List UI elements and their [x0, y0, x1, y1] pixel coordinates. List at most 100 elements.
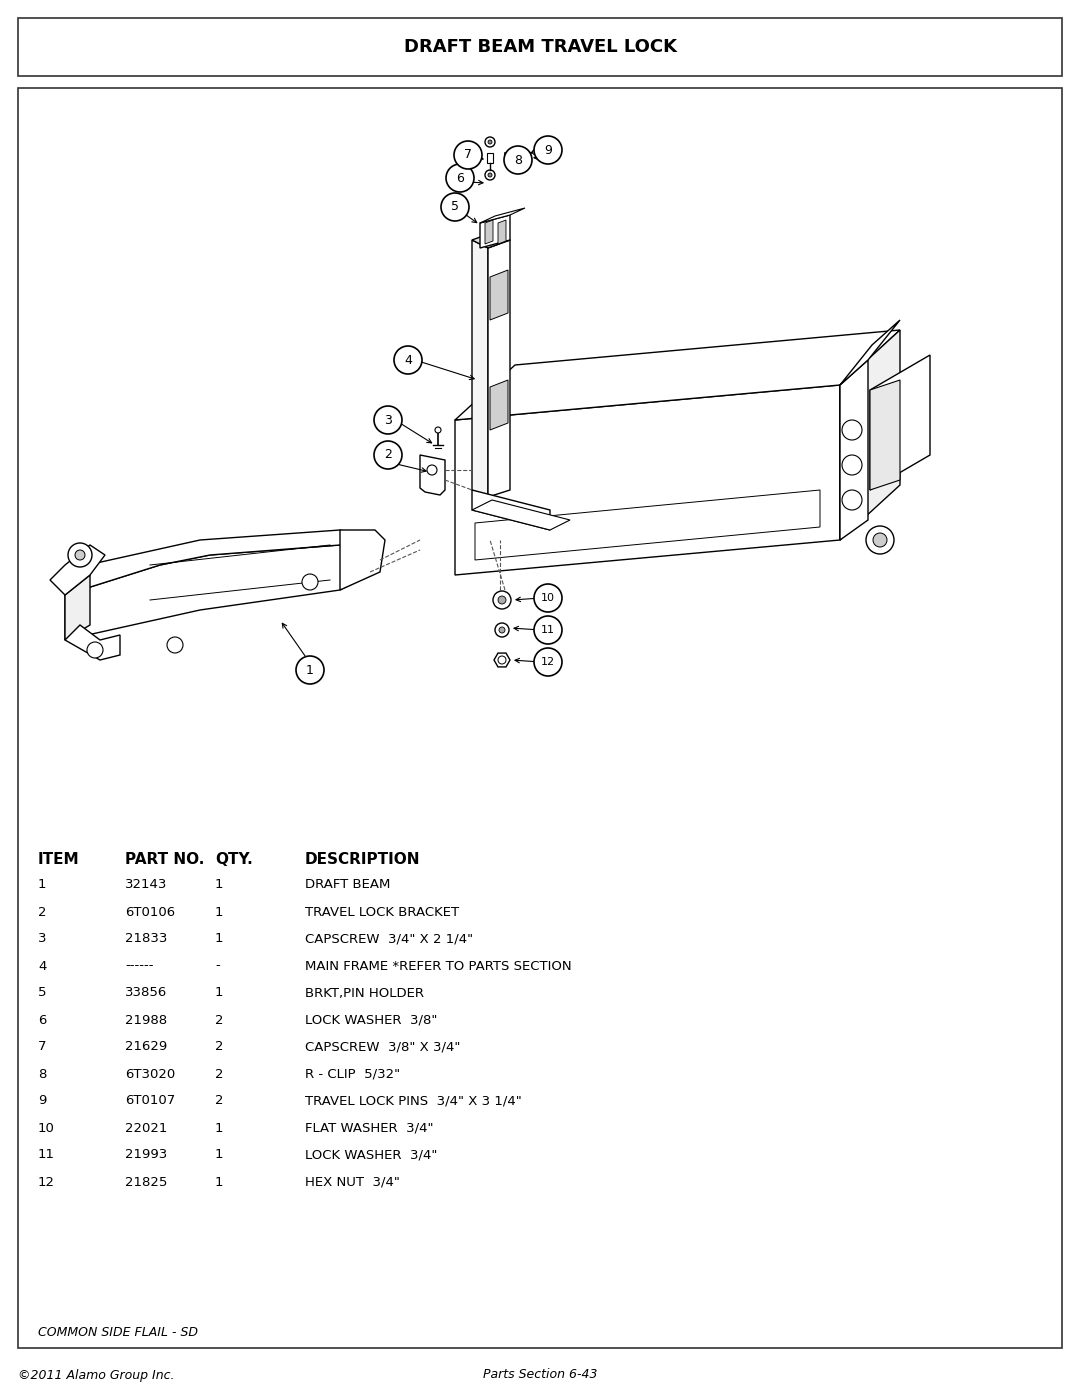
Polygon shape: [870, 380, 900, 490]
Text: 6: 6: [38, 1013, 46, 1027]
Polygon shape: [472, 232, 510, 249]
Text: 5: 5: [451, 201, 459, 214]
Circle shape: [374, 407, 402, 434]
Text: 6T0107: 6T0107: [125, 1094, 175, 1108]
Circle shape: [534, 584, 562, 612]
Circle shape: [441, 193, 469, 221]
Text: 21988: 21988: [125, 1013, 167, 1027]
Text: LOCK WASHER  3/4": LOCK WASHER 3/4": [305, 1148, 437, 1161]
Polygon shape: [870, 355, 930, 490]
Text: 8: 8: [514, 154, 522, 166]
Circle shape: [504, 147, 532, 175]
Text: 5: 5: [38, 986, 46, 999]
Text: Parts Section 6-43: Parts Section 6-43: [483, 1369, 597, 1382]
Circle shape: [842, 420, 862, 440]
Circle shape: [532, 149, 538, 155]
Text: HEX NUT  3/4": HEX NUT 3/4": [305, 1175, 400, 1189]
Text: 1: 1: [215, 1148, 224, 1161]
Polygon shape: [472, 240, 488, 497]
Polygon shape: [840, 320, 900, 386]
Text: 2: 2: [215, 1013, 224, 1027]
Circle shape: [492, 591, 511, 609]
Circle shape: [498, 657, 507, 664]
Bar: [18, 18, 1062, 75]
Text: 21833: 21833: [125, 933, 167, 946]
Polygon shape: [498, 219, 507, 244]
Text: 9: 9: [544, 144, 552, 156]
Text: 1: 1: [215, 905, 224, 918]
Polygon shape: [65, 576, 90, 640]
Text: 1: 1: [306, 664, 314, 676]
Polygon shape: [840, 330, 900, 541]
Circle shape: [495, 623, 509, 637]
Circle shape: [873, 534, 887, 548]
Text: 11: 11: [38, 1148, 55, 1161]
Text: 1: 1: [215, 986, 224, 999]
Circle shape: [485, 137, 495, 147]
Circle shape: [427, 465, 437, 475]
Text: 2: 2: [215, 1067, 224, 1080]
Circle shape: [87, 643, 103, 658]
Polygon shape: [475, 490, 820, 560]
Polygon shape: [65, 545, 375, 640]
Circle shape: [485, 170, 495, 180]
Text: 3: 3: [384, 414, 392, 426]
Text: 1: 1: [38, 879, 46, 891]
Circle shape: [866, 527, 894, 555]
Text: 10: 10: [541, 592, 555, 604]
Text: 10: 10: [38, 1122, 55, 1134]
Circle shape: [167, 637, 183, 652]
Circle shape: [499, 627, 505, 633]
Text: 1: 1: [215, 879, 224, 891]
Text: DRAFT BEAM TRAVEL LOCK: DRAFT BEAM TRAVEL LOCK: [404, 38, 676, 56]
Polygon shape: [485, 219, 492, 244]
Text: 12: 12: [38, 1175, 55, 1189]
Text: 6T0106: 6T0106: [125, 905, 175, 918]
Circle shape: [534, 136, 562, 163]
Text: QTY.: QTY.: [215, 852, 253, 866]
Circle shape: [302, 574, 318, 590]
Text: 4: 4: [38, 960, 46, 972]
Text: 6T3020: 6T3020: [125, 1067, 175, 1080]
Text: 3: 3: [38, 933, 46, 946]
Text: 7: 7: [38, 1041, 46, 1053]
Text: 6: 6: [456, 172, 464, 184]
Text: LOCK WASHER  3/8": LOCK WASHER 3/8": [305, 1013, 437, 1027]
Text: ©2011 Alamo Group Inc.: ©2011 Alamo Group Inc.: [18, 1369, 175, 1382]
Text: 1: 1: [215, 933, 224, 946]
Polygon shape: [490, 270, 508, 320]
Polygon shape: [472, 500, 570, 529]
Text: ITEM: ITEM: [38, 852, 80, 866]
Circle shape: [296, 657, 324, 685]
Text: MAIN FRAME *REFER TO PARTS SECTION: MAIN FRAME *REFER TO PARTS SECTION: [305, 960, 571, 972]
Polygon shape: [455, 330, 900, 420]
Text: 1: 1: [215, 1122, 224, 1134]
Circle shape: [842, 490, 862, 510]
Text: BRKT,PIN HOLDER: BRKT,PIN HOLDER: [305, 986, 424, 999]
Text: PART NO.: PART NO.: [125, 852, 204, 866]
Polygon shape: [340, 529, 384, 590]
Polygon shape: [480, 215, 510, 249]
Text: 22021: 22021: [125, 1122, 167, 1134]
Circle shape: [488, 140, 492, 144]
Text: 2: 2: [38, 905, 46, 918]
Text: 32143: 32143: [125, 879, 167, 891]
Text: 11: 11: [541, 624, 555, 636]
Polygon shape: [472, 490, 550, 529]
Text: ------: ------: [125, 960, 153, 972]
Polygon shape: [487, 154, 492, 163]
Text: 7: 7: [464, 148, 472, 162]
Text: CAPSCREW  3/4" X 2 1/4": CAPSCREW 3/4" X 2 1/4": [305, 933, 473, 946]
Polygon shape: [455, 386, 840, 576]
Polygon shape: [488, 240, 510, 497]
Text: TRAVEL LOCK PINS  3/4" X 3 1/4": TRAVEL LOCK PINS 3/4" X 3 1/4": [305, 1094, 522, 1108]
Polygon shape: [494, 652, 510, 666]
Text: 21629: 21629: [125, 1041, 167, 1053]
Text: 2: 2: [215, 1041, 224, 1053]
Circle shape: [68, 543, 92, 567]
Text: 2: 2: [384, 448, 392, 461]
Polygon shape: [50, 545, 105, 595]
Polygon shape: [65, 529, 380, 595]
Text: DRAFT BEAM: DRAFT BEAM: [305, 879, 390, 891]
Polygon shape: [840, 360, 868, 541]
